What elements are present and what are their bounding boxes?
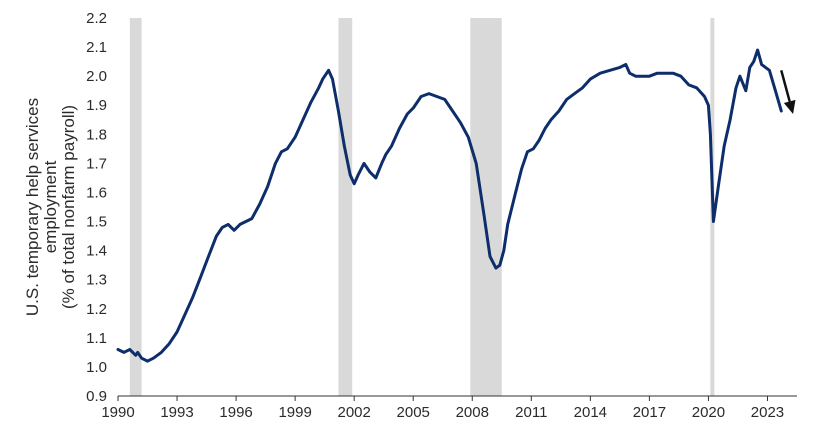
x-tick-label: 2017 xyxy=(633,404,666,421)
y-tick-label: 1.1 xyxy=(86,330,107,347)
axes xyxy=(117,395,797,401)
y-tick-label: 2.0 xyxy=(86,68,107,85)
x-tick-label: 2023 xyxy=(751,404,784,421)
x-tick-label: 1993 xyxy=(160,404,193,421)
x-tick-label: 2002 xyxy=(337,404,370,421)
y-tick-label: 1.9 xyxy=(86,97,107,114)
y-tick-label: 2.2 xyxy=(86,10,107,27)
y-axis-label-line-1: U.S. temporary help services xyxy=(23,98,42,316)
x-tick-label: 2014 xyxy=(574,404,607,421)
y-tick-label: 1.3 xyxy=(86,272,107,289)
y-tick-label: 1.6 xyxy=(86,184,107,201)
recession-band-2 xyxy=(338,18,353,396)
y-tick-label: 2.1 xyxy=(86,39,107,56)
x-tick-label: 1996 xyxy=(219,404,252,421)
recession-bands xyxy=(129,18,715,396)
series-line-1 xyxy=(116,48,783,363)
y-axis-label: U.S. temporary help services employment … xyxy=(23,98,78,316)
y-axis-label-line-2: employment xyxy=(41,160,60,253)
recession-band-3 xyxy=(470,18,502,396)
y-tick-label: 1.5 xyxy=(86,214,107,231)
y-tick-label: 1.8 xyxy=(86,126,107,143)
x-tick-label: 2020 xyxy=(692,404,725,421)
recession-band-1 xyxy=(129,18,142,396)
x-tick-label: 1990 xyxy=(101,404,134,421)
x-tick-label: 1999 xyxy=(278,404,311,421)
trend-arrow-head xyxy=(783,99,796,114)
x-tick-label: 2005 xyxy=(397,404,430,421)
tick-labels: 1990 1993 1996 1999 2002 2005 2008 2011 2014 2017… xyxy=(86,10,784,421)
y-tick-label: 1.4 xyxy=(86,243,107,260)
trend-arrow xyxy=(780,70,796,114)
x-tick-label: 2008 xyxy=(456,404,489,421)
x-tick-label: 2011 xyxy=(515,404,547,421)
trend-arrow-shaft xyxy=(780,70,791,102)
series-lines xyxy=(116,48,783,363)
y-tick-label: 0.9 xyxy=(86,388,107,405)
y-tick-label: 1.7 xyxy=(86,155,107,172)
y-tick-label: 1.2 xyxy=(86,301,107,318)
y-tick-label: 1.0 xyxy=(86,359,107,376)
y-axis-label-line-3: (% of total nonfarm payroll) xyxy=(59,105,78,309)
